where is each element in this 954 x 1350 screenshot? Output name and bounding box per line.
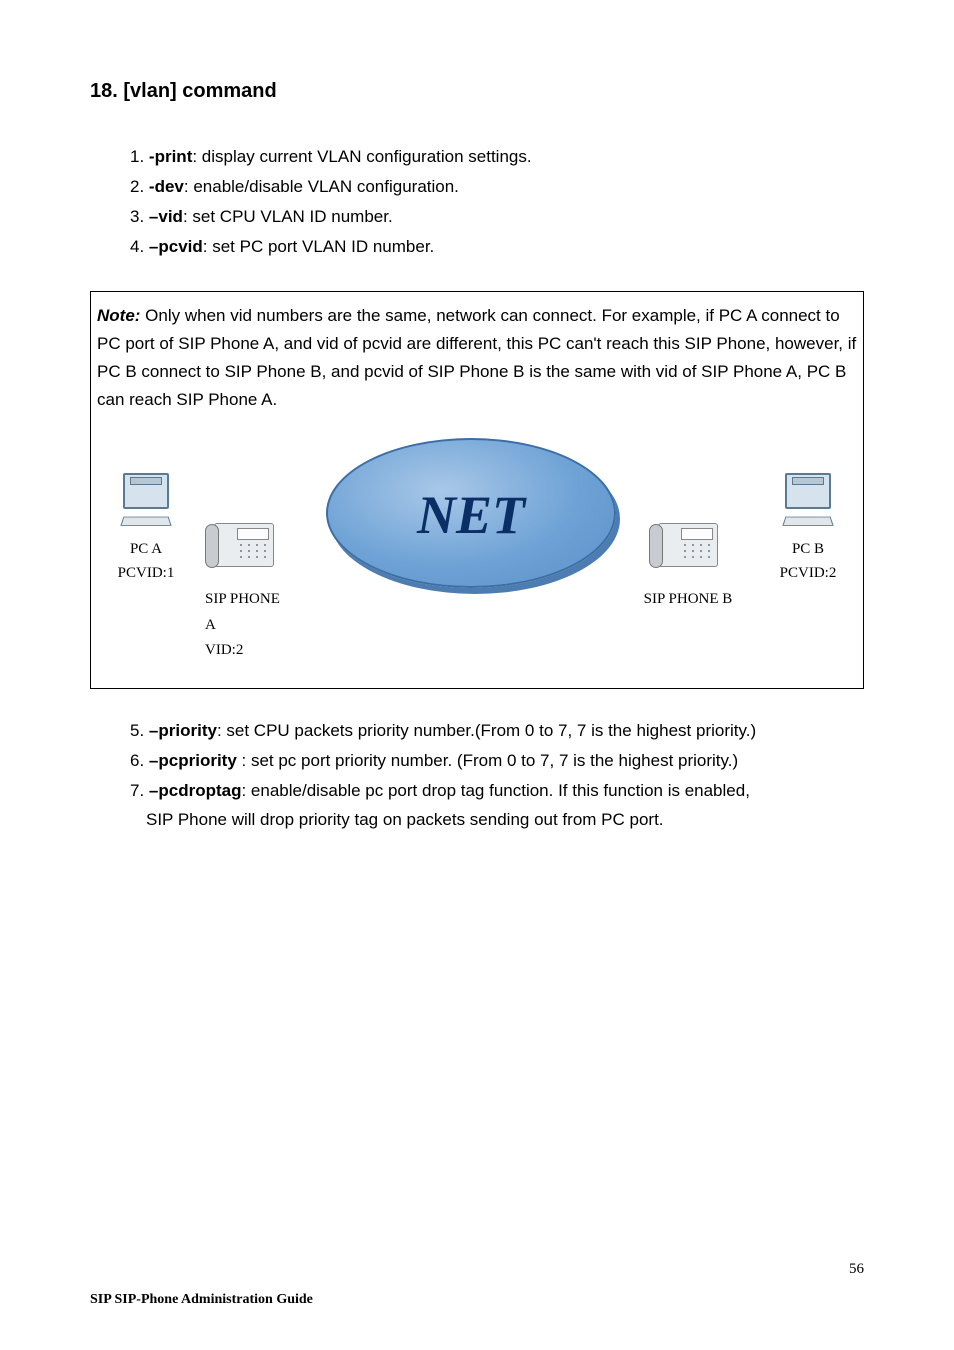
net-cloud: NET	[326, 438, 616, 588]
item-number: 4.	[130, 237, 144, 256]
list-item: 4. –pcvid: set PC port VLAN ID number.	[130, 233, 864, 261]
item-number: 6.	[130, 751, 144, 770]
list-item: 5. –priority: set CPU packets priority n…	[130, 717, 864, 745]
option-desc: : set CPU packets priority number.(From …	[217, 721, 756, 740]
phone-b-label: SIP PHONE B	[643, 587, 733, 613]
option-name: –pcpriority	[149, 751, 237, 770]
monitor-icon	[785, 473, 831, 509]
section-heading: 18. [vlan] command	[90, 80, 864, 103]
phone-screen-icon	[237, 528, 269, 540]
pc-b-label: PC B PCVID:2	[773, 537, 843, 585]
note-box: Note: Only when vid numbers are the same…	[90, 291, 864, 689]
phone-a-vid: VID:2	[205, 638, 289, 664]
keypad-icon	[237, 542, 269, 562]
page-number: 56	[90, 1261, 864, 1278]
note-label: Note:	[97, 306, 140, 325]
page-footer: 56 SIP SIP-Phone Administration Guide	[90, 1261, 864, 1308]
phone-icon	[658, 523, 718, 567]
option-desc: : set pc port priority number. (From 0 t…	[237, 751, 738, 770]
list-item: 1. -print: display current VLAN configur…	[130, 143, 864, 171]
item-number: 7.	[130, 781, 144, 800]
pc-b-vid: PCVID:2	[773, 561, 843, 585]
list-item: 2. -dev: enable/disable VLAN configurati…	[130, 173, 864, 201]
network-diagram: NET PC A PCVID:1 PC B PCVID:2	[91, 428, 863, 688]
pc-a-vid: PCVID:1	[111, 561, 181, 585]
option-desc: : set CPU VLAN ID number.	[183, 207, 393, 226]
phone-screen-icon	[681, 528, 713, 540]
handset-icon	[649, 524, 663, 568]
option-name: -dev	[149, 177, 184, 196]
item-number: 2.	[130, 177, 144, 196]
sip-phone-b: SIP PHONE B	[643, 523, 733, 613]
item-number: 5.	[130, 721, 144, 740]
list-item: 3. –vid: set CPU VLAN ID number.	[130, 203, 864, 231]
list-item: 7. –pcdroptag: enable/disable pc port dr…	[130, 777, 864, 833]
phone-a-label: SIP PHONE A VID:2	[199, 587, 289, 664]
guide-title: SIP SIP-Phone Administration Guide	[90, 1292, 864, 1308]
sip-phone-a: SIP PHONE A VID:2	[199, 523, 289, 664]
phone-a-name: SIP PHONE A	[205, 587, 289, 638]
handset-icon	[205, 524, 219, 568]
keypad-icon	[681, 542, 713, 562]
pc-a-label: PC A PCVID:1	[111, 537, 181, 585]
item-number: 1.	[130, 147, 144, 166]
note-text: Note: Only when vid numbers are the same…	[91, 292, 863, 428]
keyboard-icon	[782, 517, 833, 526]
item-number: 3.	[130, 207, 144, 226]
option-desc-cont: SIP Phone will drop priority tag on pack…	[130, 806, 864, 834]
option-desc: : display current VLAN configuration set…	[192, 147, 531, 166]
option-desc: : enable/disable VLAN configuration.	[184, 177, 459, 196]
option-desc: : set PC port VLAN ID number.	[203, 237, 434, 256]
pc-b-name: PC B	[773, 537, 843, 561]
option-name: –pcdroptag	[149, 781, 242, 800]
net-label: NET	[417, 485, 525, 545]
option-name: -print	[149, 147, 192, 166]
monitor-icon	[123, 473, 169, 509]
option-name: –pcvid	[149, 237, 203, 256]
pc-a-name: PC A	[111, 537, 181, 561]
phone-b-name: SIP PHONE B	[643, 587, 733, 613]
note-body: Only when vid numbers are the same, netw…	[97, 306, 856, 409]
option-list-1: 1. -print: display current VLAN configur…	[130, 143, 864, 261]
pc-a: PC A PCVID:1	[111, 473, 181, 585]
keyboard-icon	[120, 517, 171, 526]
phone-icon	[214, 523, 274, 567]
option-name: –vid	[149, 207, 183, 226]
list-item: 6. –pcpriority : set pc port priority nu…	[130, 747, 864, 775]
option-desc: : enable/disable pc port drop tag functi…	[241, 781, 749, 800]
pc-b: PC B PCVID:2	[773, 473, 843, 585]
option-list-2: 5. –priority: set CPU packets priority n…	[130, 717, 864, 833]
option-name: –priority	[149, 721, 217, 740]
